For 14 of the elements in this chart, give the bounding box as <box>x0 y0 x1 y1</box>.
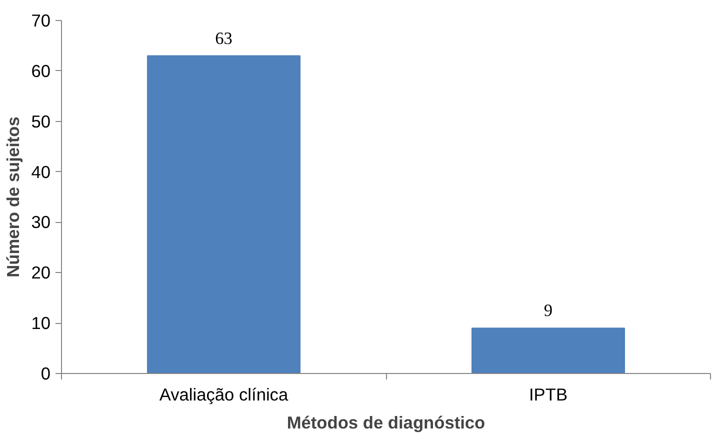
y-tick-label: 70 <box>31 10 51 30</box>
y-tick-label: 10 <box>31 313 51 334</box>
y-tick-label: 40 <box>31 162 51 182</box>
data-label: 63 <box>215 28 232 48</box>
x-axis-title: Métodos de diagnóstico <box>286 412 486 432</box>
y-tick-label: 60 <box>31 60 51 81</box>
x-tick-label: Avaliação clínica <box>159 384 288 404</box>
y-tick-label: 20 <box>31 262 51 283</box>
x-tick-label: IPTB <box>528 384 568 404</box>
y-tick-label: 30 <box>31 212 51 232</box>
y-axis-title: Número de sujeitos <box>3 116 24 278</box>
y-tick-label: 50 <box>31 111 51 132</box>
data-label: 9 <box>544 301 553 320</box>
y-tick-label: 0 <box>40 364 51 384</box>
